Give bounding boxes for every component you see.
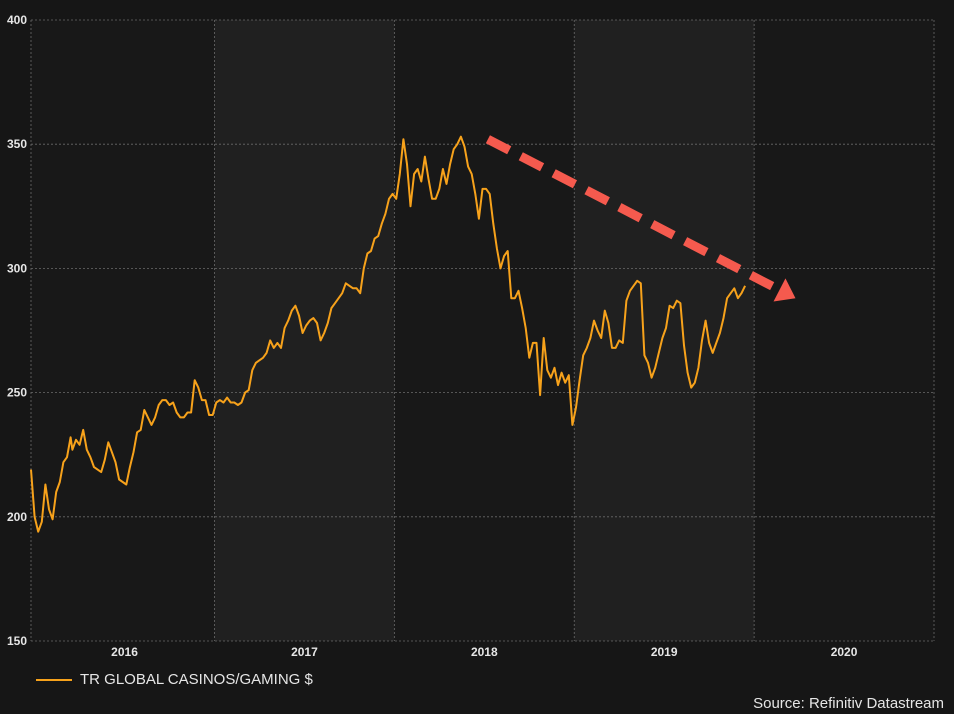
x-tick-label: 2019 — [651, 645, 678, 659]
plot-band — [754, 20, 934, 641]
y-tick-label: 350 — [7, 137, 27, 151]
x-tick-label: 2020 — [831, 645, 858, 659]
axis-labels: 150 200 250 300 350 400 2016 2017 2018 2019 2020 — [7, 13, 858, 659]
y-tick-label: 150 — [7, 634, 27, 648]
series-layer — [30, 135, 746, 533]
x-tick-label: 2018 — [471, 645, 498, 659]
y-tick-label: 250 — [7, 386, 27, 400]
annotation-layer — [485, 135, 796, 302]
x-tick-label: 2017 — [291, 645, 318, 659]
y-tick-label: 200 — [7, 510, 27, 524]
legend-line-swatch — [36, 678, 72, 681]
trend-arrow-shaft — [485, 135, 782, 294]
source-note: Source: Refinitiv Datastream — [753, 695, 944, 712]
legend: TR GLOBAL CASINOS/GAMING $ — [36, 671, 313, 688]
legend-label: TR GLOBAL CASINOS/GAMING $ — [80, 671, 313, 688]
y-tick-label: 300 — [7, 261, 27, 275]
x-tick-label: 2016 — [111, 645, 138, 659]
y-tick-label: 400 — [7, 13, 27, 27]
plot-bands — [31, 20, 934, 641]
plot-band — [394, 20, 575, 641]
series-line — [30, 135, 746, 533]
plot-band — [31, 20, 215, 641]
trend-arrow-head — [773, 278, 796, 302]
gridlines — [30, 19, 935, 642]
